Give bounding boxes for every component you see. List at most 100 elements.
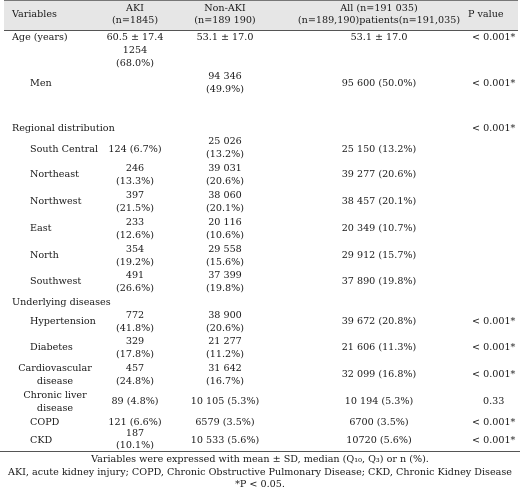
aki-value: (12.6%) [116,230,154,241]
all-value: 37 890 (19.8%) [341,276,417,287]
nonaki-value: 39 031 [208,163,242,174]
aki-value: (19.2%) [116,257,154,268]
all-value: 25 150 (13.2%) [341,144,417,155]
row-label: South Central [30,144,99,155]
p-value: < 0.001* [472,435,516,446]
baseline-characteristics-table: Variables AKI (n=1845) Non-AKI (n=189 19… [4,0,518,451]
aki-value: 772 [125,310,145,321]
p-value: < 0.001* [472,123,516,134]
p-value: < 0.001* [472,417,516,428]
p-value: < 0.001* [472,342,516,353]
p-value: 0.33 [483,396,505,407]
row-label: COPD [30,417,60,428]
section-heading: Regional distribution [12,123,115,134]
row-label: disease [36,376,74,387]
row-label: Cardiovascular [18,363,92,374]
nonaki-value: 29 558 [208,244,242,255]
aki-value: (68.0%) [116,58,154,69]
nonaki-value: (11.2%) [206,349,244,360]
header-aki: AKI [126,3,144,14]
section-heading: Underlying diseases [12,297,111,308]
nonaki-value: (19.8%) [206,283,244,294]
all-value: 39 672 (20.8%) [341,316,417,327]
p-value: < 0.001* [472,32,516,43]
nonaki-value: 10 105 (5.3%) [190,396,260,407]
row-label: Chronic liver [23,390,87,401]
header-all-n: (n=189,190)patients(n=191,035) [297,15,461,26]
header-nonaki: Non-AKI [204,3,246,14]
footnote-abbreviations: AKI, acute kidney injury; COPD, Chronic … [8,466,512,478]
row-label: CKD [30,435,53,446]
nonaki-value: (49.9%) [206,84,244,95]
nonaki-value: 20 116 [208,217,242,228]
nonaki-value: 37 399 [208,270,242,281]
all-value: 29 912 (15.7%) [341,250,417,261]
row-label: Southwest [30,276,82,287]
aki-value: 246 [125,163,145,174]
nonaki-value: 25 026 [208,136,242,147]
footnote-stats: Variables were expressed with mean ± SD,… [91,454,429,465]
all-value: 32 099 (16.8%) [341,369,417,380]
header-nonaki-n: (n=189 190) [194,15,256,26]
aki-value: 397 [125,190,145,201]
aki-value: 60.5 ± 17.4 [106,32,164,43]
aki-value: 89 (4.8%) [111,396,159,407]
p-value: < 0.001* [472,369,516,380]
header-all: All (n=191 035) [340,3,418,14]
aki-value: 354 [125,244,145,255]
nonaki-value: 6579 (3.5%) [195,417,255,428]
row-label: Men [30,78,52,89]
all-value: 21 606 (11.3%) [341,342,417,353]
nonaki-value: (13.2%) [206,149,244,160]
nonaki-value: 31 642 [208,363,242,374]
nonaki-value: (20.6%) [206,176,244,187]
nonaki-value: 38 900 [208,310,242,321]
table-footnotes: Variables were expressed with mean ± SD,… [0,451,520,492]
all-value: 95 600 (50.0%) [341,78,417,89]
p-value: < 0.001* [472,78,516,89]
table-header [4,0,518,31]
all-value: 53.1 ± 17.0 [350,32,408,43]
aki-value: (13.3%) [116,176,154,187]
nonaki-value: 53.1 ± 17.0 [196,32,254,43]
header-pvalue: P value [468,9,504,20]
header-variables: Variables [12,9,57,20]
aki-value: 121 (6.6%) [108,417,162,428]
aki-value: (24.8%) [116,376,154,387]
all-value: 10720 (5.6%) [346,435,412,446]
aki-value: 233 [125,217,145,228]
row-label: disease [36,403,74,414]
row-label: Northwest [30,196,82,207]
row-label: Diabetes [30,342,73,353]
aki-value: 491 [125,270,145,281]
header-aki-n: (n=1845) [111,15,159,26]
p-value: < 0.001* [472,316,516,327]
nonaki-value: 38 060 [208,190,242,201]
aki-value: (26.6%) [116,283,154,294]
all-value: 20 349 (10.7%) [341,223,417,234]
nonaki-value: (16.7%) [206,376,244,387]
aki-value: 187 [125,428,145,439]
row-label: East [30,223,52,234]
nonaki-value: (15.6%) [206,257,244,268]
footnote-significance: *P < 0.05. [235,479,285,490]
aki-value: 329 [125,336,145,347]
nonaki-value: (20.6%) [206,323,244,334]
all-value: 6700 (3.5%) [349,417,409,428]
nonaki-value: 10 533 (5.6%) [190,435,260,446]
all-value: 38 457 (20.1%) [341,196,417,207]
nonaki-value: (10.6%) [206,230,244,241]
row-label: Hypertension [30,316,96,327]
aki-value: (10.1%) [116,440,154,451]
row-label: Age (years) [12,32,68,43]
all-value: 39 277 (20.6%) [341,169,417,180]
aki-value: 457 [125,363,145,374]
nonaki-value: 21 277 [208,336,242,347]
row-label: Northeast [30,169,79,180]
aki-value: 124 (6.7%) [108,144,162,155]
aki-value: (17.8%) [116,349,154,360]
aki-value: (21.5%) [116,203,154,214]
nonaki-value: (20.1%) [206,203,244,214]
nonaki-value: 94 346 [208,71,242,82]
all-value: 10 194 (5.3%) [344,396,414,407]
